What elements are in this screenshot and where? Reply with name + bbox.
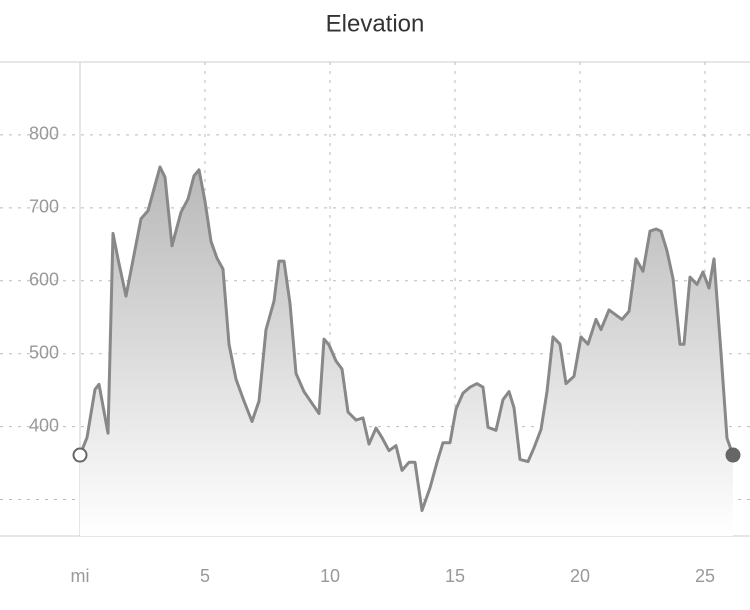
end-marker [725, 447, 741, 463]
x-tick-label: 15 [445, 566, 465, 586]
chart-title: Elevation [326, 10, 425, 37]
y-tick-label: 700 [29, 197, 59, 217]
x-tick-label: 20 [570, 566, 590, 586]
start-marker [72, 447, 88, 463]
line [78, 165, 735, 512]
y-tick-label: 800 [29, 124, 59, 144]
x-tick-label: mi [71, 566, 90, 586]
y-tick-label: 400 [29, 415, 59, 435]
y-tick-label: 600 [29, 270, 59, 290]
x-tick-label: 5 [200, 566, 210, 586]
x-tick-label: 25 [695, 566, 715, 586]
x-tick-label: 10 [320, 566, 340, 586]
y-tick-label: 500 [29, 342, 59, 362]
area [80, 167, 733, 536]
